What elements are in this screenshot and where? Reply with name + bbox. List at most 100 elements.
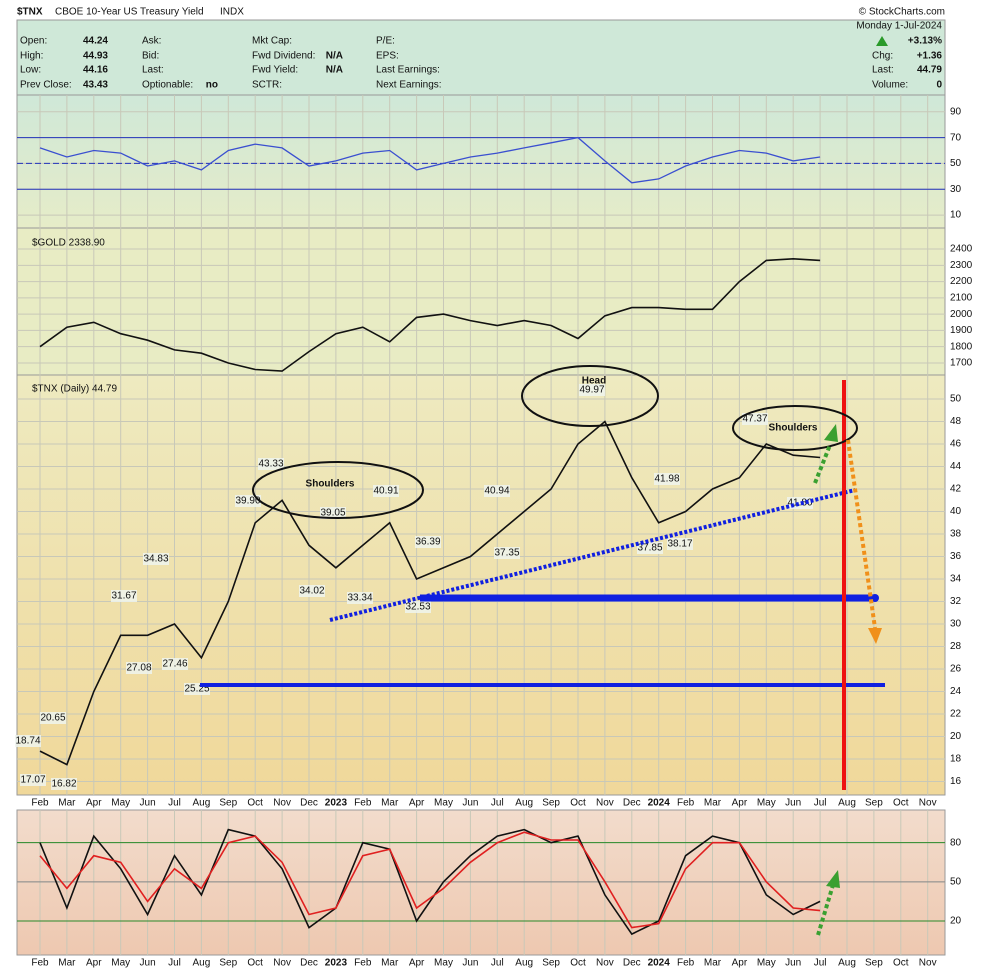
x-tick-label: 2024 — [648, 958, 671, 969]
neckline — [329, 488, 856, 622]
pivot-box — [484, 485, 510, 497]
y-tick-label: 18 — [950, 754, 962, 765]
y-tick-label: 90 — [950, 106, 962, 117]
field-label: Fwd Yield: — [252, 65, 298, 76]
series-line — [39, 136, 821, 184]
y-tick-label: 16 — [950, 776, 962, 787]
pivot-label: 39.90 — [235, 496, 260, 507]
x-tick-label: Feb — [354, 798, 372, 809]
x-tick-label: Apr — [409, 958, 425, 969]
pivot-box — [299, 585, 325, 597]
field-label: Fwd Dividend: — [252, 51, 315, 62]
source: © StockCharts.com — [859, 7, 945, 18]
x-tick-label: Mar — [58, 958, 76, 969]
x-tick-label: Oct — [247, 958, 263, 969]
x-tick-label: Sep — [219, 798, 237, 809]
x-tick-label: Sep — [219, 958, 237, 969]
x-tick-label: Aug — [838, 958, 856, 969]
x-tick-label: Aug — [193, 958, 211, 969]
x-tick-label: Jul — [168, 798, 181, 809]
x-tick-label: May — [757, 958, 776, 969]
drawings — [200, 365, 885, 936]
pivot-label: 34.83 — [143, 554, 168, 565]
pivot-label: 27.46 — [162, 659, 187, 670]
x-tick-label: Sep — [865, 958, 883, 969]
pivot-label: 41.80 — [787, 498, 812, 509]
x-tick-label: Nov — [919, 958, 937, 969]
pivot-box — [143, 553, 169, 565]
y-tick-label: 70 — [950, 132, 962, 143]
y-tick-label: 26 — [950, 664, 962, 675]
x-tick-label: Jul — [814, 958, 827, 969]
field-value: N/A — [326, 65, 343, 76]
y-tick-label: 2100 — [950, 293, 973, 304]
field-value: 44.79 — [917, 65, 942, 76]
x-tick-label: Oct — [570, 958, 586, 969]
x-tick-label: Sep — [542, 958, 560, 969]
pivot-box — [40, 712, 66, 724]
field-value: 0 — [936, 80, 942, 91]
pivot-label: 31.67 — [111, 591, 136, 602]
x-tick-label: May — [111, 798, 130, 809]
x-tick-label: Oct — [570, 798, 586, 809]
y-tick-label: 2000 — [950, 309, 973, 320]
field-label: SCTR: — [252, 80, 282, 91]
symbol: $TNX — [17, 7, 43, 18]
series-line — [39, 257, 821, 372]
x-tick-label: Jun — [140, 958, 156, 969]
y-tick-label: 1900 — [950, 325, 973, 336]
y-tick-label: 30 — [950, 619, 962, 630]
field-label: Last Earnings: — [376, 65, 440, 76]
x-tick-label: 2023 — [325, 798, 348, 809]
x-tick-label: Apr — [86, 798, 102, 809]
x-tick-label: Apr — [86, 958, 102, 969]
field-label: Ask: — [142, 36, 161, 47]
series-line — [39, 420, 821, 766]
exchange: INDX — [220, 7, 244, 18]
pivot-box — [415, 536, 441, 548]
y-tick-label: 2200 — [950, 276, 973, 287]
x-tick-label: Oct — [247, 798, 263, 809]
up-triangle — [876, 36, 888, 46]
x-tick-label: Oct — [893, 958, 909, 969]
pivot-box — [320, 507, 346, 519]
y-tick-label: 28 — [950, 641, 962, 652]
x-tick-label: 2023 — [325, 958, 348, 969]
field-label: Last: — [872, 65, 894, 76]
pivot-label: 33.34 — [347, 593, 372, 604]
x-tick-label: Nov — [273, 798, 291, 809]
y-tick-label: 50 — [950, 158, 962, 169]
pivot-box — [667, 538, 693, 550]
y-tick-label: 20 — [950, 731, 962, 742]
pivot-label: 39.05 — [320, 508, 345, 519]
arrow-head — [826, 870, 840, 888]
x-tick-label: Nov — [596, 958, 614, 969]
x-tick-label: May — [434, 958, 453, 969]
stoch-panel — [16, 809, 946, 956]
pivot-label: 47.37 — [742, 414, 767, 425]
pivot-box — [637, 542, 663, 554]
pivot-label: 43.33 — [258, 459, 283, 470]
field-value: 43.43 — [83, 80, 108, 91]
x-tick-label: Mar — [381, 798, 399, 809]
y-tick-label: 2400 — [950, 244, 973, 255]
x-tick-label: Sep — [865, 798, 883, 809]
pivot-box — [111, 590, 137, 602]
x-tick-label: Jul — [491, 798, 504, 809]
x-tick-label: Aug — [515, 958, 533, 969]
field-label: Open: — [20, 36, 47, 47]
ellipse — [252, 461, 424, 519]
y-tick-label: 48 — [950, 416, 962, 427]
y-tick-label: 36 — [950, 551, 962, 562]
y-tick-label: 80 — [950, 837, 962, 848]
pivot-label: 25.25 — [184, 684, 209, 695]
annotation: Shoulders — [306, 479, 355, 490]
pivot-label: 37.85 — [637, 543, 662, 554]
y-tick-label: 42 — [950, 484, 962, 495]
x-tick-label: Aug — [515, 798, 533, 809]
x-tick-label: Jun — [140, 798, 156, 809]
arrow — [816, 884, 835, 936]
y-tick-label: 22 — [950, 709, 962, 720]
pivot-box — [258, 458, 284, 470]
